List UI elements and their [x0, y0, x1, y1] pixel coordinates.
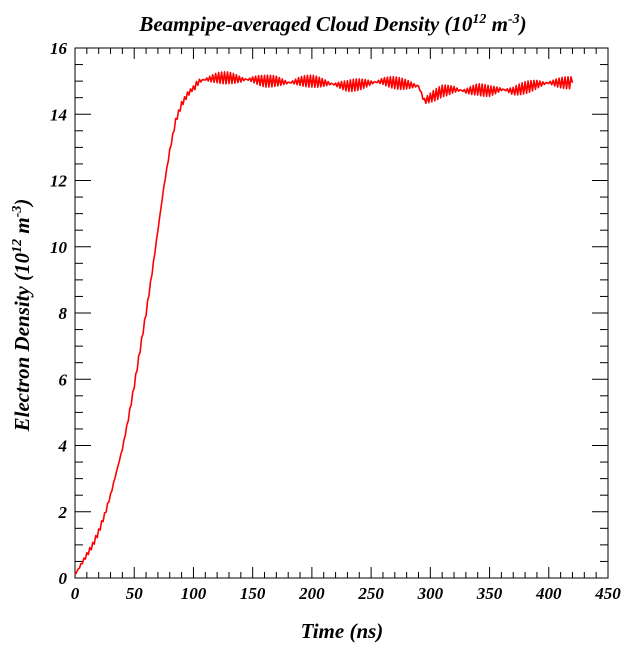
y-tick-label: 14	[50, 105, 67, 124]
x-tick-label: 400	[535, 584, 562, 603]
x-tick-label: 100	[181, 584, 207, 603]
y-axis-label-mid: m	[10, 217, 34, 239]
x-tick-label: 0	[71, 584, 80, 603]
y-tick-label: 12	[50, 172, 68, 191]
series-line	[74, 71, 574, 576]
chart-title-exp2: -3	[508, 12, 520, 27]
chart-title-suffix: )	[518, 12, 527, 36]
y-tick-label: 0	[59, 569, 68, 588]
x-tick-label: 350	[476, 584, 503, 603]
chart-title-exp1: 12	[472, 12, 486, 27]
y-axis-label: Electron Density (1012 m-3)	[10, 199, 34, 433]
y-tick-label: 4	[58, 437, 68, 456]
y-axis: 0 2 4 6 8 10 12 14 16	[50, 39, 608, 588]
y-tick-label: 8	[59, 304, 68, 323]
y-tick-label: 16	[50, 39, 68, 58]
y-axis-label-suffix: )	[10, 199, 34, 208]
y-axis-label-prefix: Electron Density (10	[10, 252, 34, 432]
x-tick-label: 450	[594, 584, 621, 603]
series-layer	[74, 71, 574, 576]
plot-frame	[74, 47, 609, 579]
x-axis-label: Time (ns)	[301, 619, 384, 643]
y-tick-label: 2	[58, 503, 68, 522]
y-axis-label-exp1: 12	[10, 239, 25, 253]
y-tick-label: 10	[50, 238, 68, 257]
x-tick-label: 50	[126, 584, 144, 603]
x-tick-label: 300	[417, 584, 444, 603]
x-tick-label: 200	[298, 584, 325, 603]
x-tick-label: 150	[240, 584, 266, 603]
chart-title-prefix: Beampipe-averaged Cloud Density (10	[138, 12, 473, 36]
chart-title: Beampipe-averaged Cloud Density (1012 m-…	[138, 12, 526, 36]
x-tick-label: 250	[357, 584, 384, 603]
chart-title-mid: m	[486, 12, 508, 36]
x-axis: 0 50 100 150 200 250 300 350 400 450	[71, 48, 621, 603]
y-axis-label-exp2: -3	[10, 206, 25, 218]
y-tick-label: 6	[59, 370, 68, 389]
